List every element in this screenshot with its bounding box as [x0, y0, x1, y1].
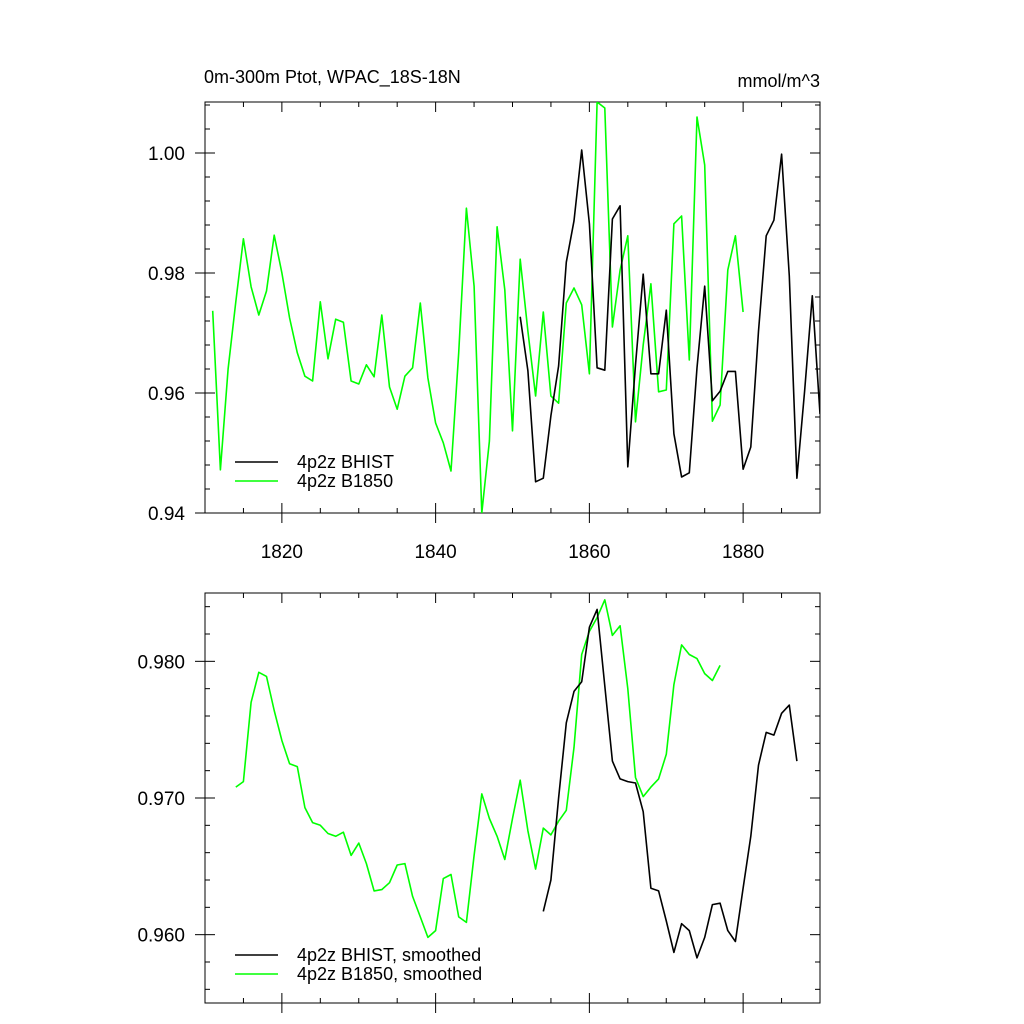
x-tick-label: 1880 — [722, 542, 764, 563]
units-label: mmol/m^3 — [738, 71, 820, 91]
series-line-0 — [542, 608, 798, 959]
y-tick-label: 0.960 — [137, 926, 185, 947]
legend-label: 4p2z BHIST — [297, 452, 394, 472]
top-panel: 1820 1840 1860 1880 0.94 0.96 0.98 1.00 4p2z BHI… — [148, 101, 821, 563]
y-tick-label: 0.94 — [148, 504, 185, 525]
chart-title: 0m-300m Ptot, WPAC_18S-18N — [204, 67, 461, 88]
x-tick-label: 1860 — [568, 542, 610, 563]
legend-label: 4p2z BHIST, smoothed — [297, 945, 481, 965]
y-tick-label: 0.96 — [148, 384, 185, 405]
series-line-0 — [519, 149, 820, 483]
y-tick-label: 0.980 — [137, 652, 185, 673]
bottom-panel: 0.960 0.970 0.980 4p2z BHIST, smoothed4p2z … — [137, 592, 821, 1013]
plot-frame — [204, 592, 821, 1004]
y-tick-label: 0.970 — [137, 789, 185, 810]
legend-label: 4p2z B1850 — [297, 471, 393, 491]
series-line-1 — [211, 102, 744, 513]
y-tick-label: 1.00 — [148, 144, 185, 165]
legend-label: 4p2z B1850, smoothed — [297, 964, 482, 984]
x-tick-label: 1840 — [414, 542, 456, 563]
x-tick-label: 1820 — [261, 542, 303, 563]
series-line-1 — [235, 598, 721, 939]
y-tick-label: 0.98 — [148, 264, 185, 285]
